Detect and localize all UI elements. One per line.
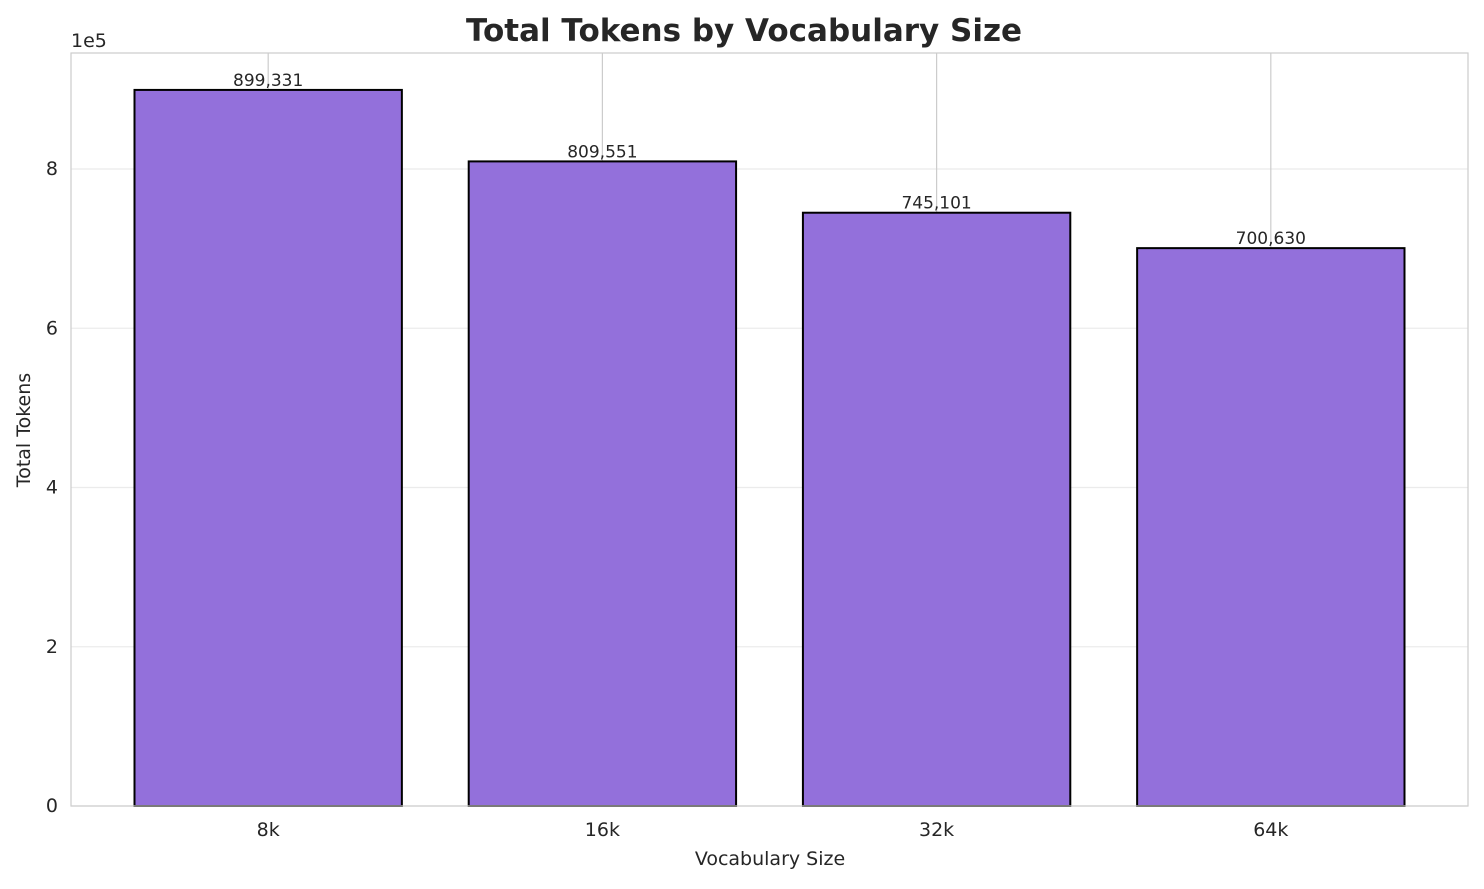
data-label: 899,331 bbox=[233, 71, 303, 91]
y-offset-label: 1e5 bbox=[71, 30, 107, 52]
y-tick-label: 0 bbox=[46, 795, 58, 817]
y-tick-label: 2 bbox=[46, 636, 58, 658]
data-label: 700,630 bbox=[1236, 229, 1306, 249]
bars bbox=[133, 88, 1406, 807]
y-axis-label: Total Tokens bbox=[13, 373, 35, 488]
plot-frame bbox=[70, 52, 1469, 807]
bar-8k bbox=[133, 88, 403, 807]
data-labels: 899,331 809,551 745,101 700,630 bbox=[233, 71, 1306, 249]
data-label: 809,551 bbox=[567, 142, 637, 162]
ticks: 0 2 4 6 8 8k 16k 32k 64k bbox=[46, 158, 1289, 841]
chart-title: Total Tokens by Vocabulary Size bbox=[466, 13, 1022, 49]
bar-16k bbox=[467, 160, 738, 807]
bar-64k bbox=[1136, 247, 1406, 807]
x-tick-label: 64k bbox=[1253, 819, 1288, 841]
bar-32k bbox=[801, 211, 1072, 807]
x-axis-label: Vocabulary Size bbox=[695, 848, 845, 870]
y-tick-label: 4 bbox=[46, 477, 58, 499]
data-label: 745,101 bbox=[901, 194, 971, 214]
x-tick-label: 8k bbox=[257, 819, 280, 841]
y-tick-label: 8 bbox=[46, 158, 58, 180]
y-tick-label: 6 bbox=[46, 317, 58, 339]
x-tick-label: 32k bbox=[919, 819, 954, 841]
x-tick-label: 16k bbox=[585, 819, 620, 841]
